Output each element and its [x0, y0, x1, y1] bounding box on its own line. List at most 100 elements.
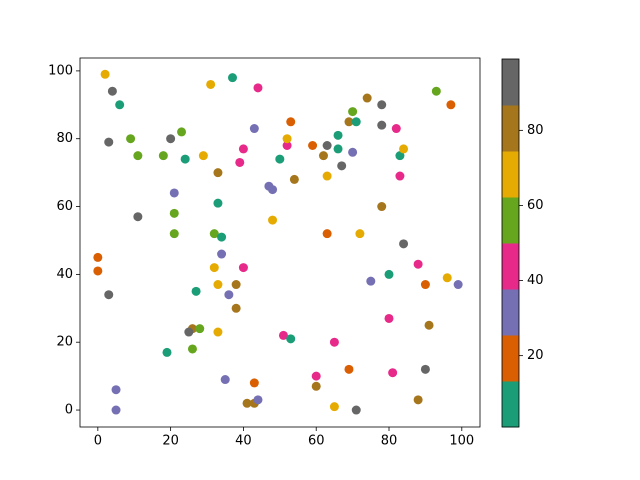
point [231, 280, 241, 290]
point [104, 290, 114, 300]
point [169, 208, 179, 218]
point [213, 198, 223, 208]
point [253, 395, 263, 405]
point [431, 86, 441, 96]
point [177, 127, 187, 137]
point [348, 107, 358, 117]
point [413, 259, 423, 269]
y-tick-label: 20 [56, 335, 73, 350]
point [322, 141, 332, 151]
point [377, 120, 387, 130]
point [420, 364, 430, 374]
x-tick-label: 60 [308, 434, 325, 449]
point [329, 402, 339, 412]
point [111, 385, 121, 395]
point [104, 137, 114, 147]
point [351, 117, 361, 127]
point [391, 124, 401, 134]
point [286, 334, 296, 344]
point [169, 188, 179, 198]
colorbar-tick-label: 80 [527, 123, 544, 138]
y-tick-label: 60 [56, 199, 73, 214]
point [333, 130, 343, 140]
y-tick-label: 80 [56, 131, 73, 146]
point [333, 144, 343, 154]
point [337, 161, 347, 171]
colorbar-tick-label: 60 [527, 198, 544, 213]
colorbar-segment [502, 335, 519, 382]
point [278, 330, 288, 340]
point [282, 134, 292, 144]
y-tick-label: 40 [56, 267, 73, 282]
point [286, 117, 296, 127]
x-tick-label: 100 [449, 434, 474, 449]
point [224, 290, 234, 300]
point [191, 286, 201, 296]
point [282, 141, 292, 151]
point [107, 86, 117, 96]
point [318, 151, 328, 161]
y-tick-label: 0 [65, 403, 73, 418]
point [209, 229, 219, 239]
point [220, 375, 230, 385]
point [187, 344, 197, 354]
point [442, 273, 452, 283]
colorbar-segment [502, 289, 519, 336]
point [268, 215, 278, 225]
colorbar-segment [502, 151, 519, 198]
point [424, 320, 434, 330]
x-tick-label: 40 [235, 434, 252, 449]
point [213, 280, 223, 290]
point [111, 405, 121, 415]
point [377, 202, 387, 212]
colorbar-tick-label: 20 [527, 348, 544, 363]
point [198, 151, 208, 161]
point [395, 151, 405, 161]
point [446, 100, 456, 110]
point [195, 324, 205, 334]
point [384, 313, 394, 323]
colorbar-tick-label: 40 [527, 273, 544, 288]
point [268, 185, 278, 195]
point [395, 171, 405, 181]
x-tick-label: 80 [381, 434, 398, 449]
point [235, 157, 245, 167]
point [133, 212, 143, 222]
point [355, 229, 365, 239]
axes-frame [79, 57, 481, 428]
point [180, 154, 190, 164]
point [158, 151, 168, 161]
point [366, 276, 376, 286]
point [377, 100, 387, 110]
point [420, 280, 430, 290]
point [238, 144, 248, 154]
point [344, 364, 354, 374]
point [238, 263, 248, 273]
point [311, 371, 321, 381]
point [162, 347, 172, 357]
point [93, 252, 103, 262]
colorbar-segment [502, 381, 519, 428]
point [351, 405, 361, 415]
point [169, 229, 179, 239]
point [228, 73, 238, 83]
point [115, 100, 125, 110]
point [242, 398, 252, 408]
point [329, 337, 339, 347]
point [217, 232, 227, 242]
point [308, 141, 318, 151]
point [93, 266, 103, 276]
point [133, 151, 143, 161]
point [213, 327, 223, 337]
point [231, 303, 241, 313]
point [453, 280, 463, 290]
point [100, 69, 110, 79]
colorbar-segment [502, 105, 519, 152]
point [399, 239, 409, 249]
point [184, 327, 194, 337]
point [388, 368, 398, 378]
colorbar-segment [502, 243, 519, 290]
x-tick-label: 20 [162, 434, 179, 449]
point [399, 144, 409, 154]
